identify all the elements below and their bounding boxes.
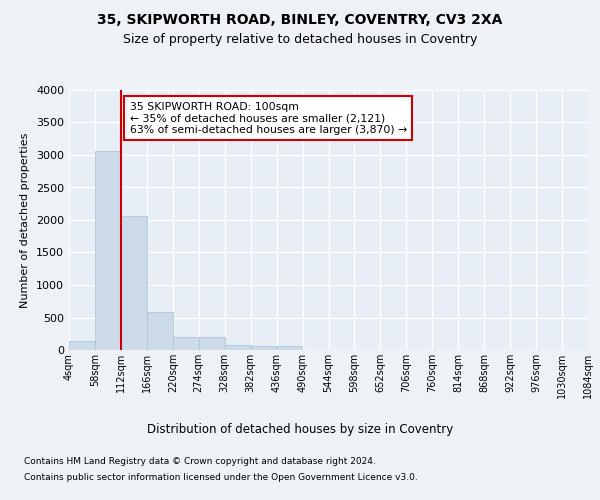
Bar	[199, 336, 224, 350]
Text: 35 SKIPWORTH ROAD: 100sqm
← 35% of detached houses are smaller (2,121)
63% of se: 35 SKIPWORTH ROAD: 100sqm ← 35% of detac…	[130, 102, 407, 135]
Text: 35, SKIPWORTH ROAD, BINLEY, COVENTRY, CV3 2XA: 35, SKIPWORTH ROAD, BINLEY, COVENTRY, CV…	[97, 12, 503, 26]
Text: Contains HM Land Registry data © Crown copyright and database right 2024.: Contains HM Land Registry data © Crown c…	[24, 458, 376, 466]
Text: Distribution of detached houses by size in Coventry: Distribution of detached houses by size …	[147, 422, 453, 436]
Bar	[251, 346, 277, 350]
Text: Contains public sector information licensed under the Open Government Licence v3: Contains public sector information licen…	[24, 472, 418, 482]
Bar	[225, 346, 251, 350]
Bar	[69, 341, 95, 350]
Bar	[147, 312, 173, 350]
Bar	[95, 151, 121, 350]
Bar	[277, 346, 302, 350]
Bar	[173, 336, 199, 350]
Text: Size of property relative to detached houses in Coventry: Size of property relative to detached ho…	[123, 32, 477, 46]
Bar	[121, 216, 147, 350]
Y-axis label: Number of detached properties: Number of detached properties	[20, 132, 31, 308]
